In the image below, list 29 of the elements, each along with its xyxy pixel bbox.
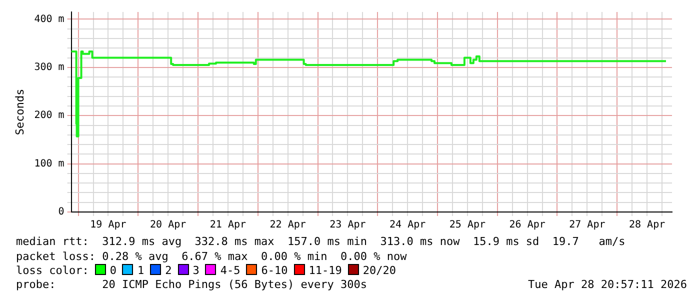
x-tick-label: 20 Apr [150, 220, 186, 231]
y-tick-label: 0 [58, 206, 64, 218]
text: probe: 20 ICMP Echo Pings (56 Bytes) every 300s [16, 278, 367, 291]
text: 2 [165, 264, 172, 277]
text: 1 [137, 264, 144, 277]
x-tick-label: 19 Apr [90, 220, 126, 231]
x-tick-label: 21 Apr [210, 220, 246, 231]
x-tick-label: 27 Apr [569, 220, 606, 231]
y-tick-label: 300 m [34, 62, 64, 74]
text: 0 [110, 264, 116, 277]
y-tick-label: 200 m [34, 110, 64, 122]
text: 20/20 [362, 264, 396, 277]
y-axis-title: Seconds [13, 88, 26, 136]
text: median rtt: 312.9 ms avg 332.8 ms max 157.0 ms min 313.0 ms now 15.9 ms sd 19.7 am/s [16, 235, 626, 248]
text: 4-5 [220, 264, 240, 277]
x-tick-label: 25 Apr [449, 220, 486, 231]
y-tick-label: 100 m [34, 158, 64, 170]
text: 11-19 [308, 264, 342, 277]
x-tick-label: 24 Apr [390, 220, 426, 231]
x-tick-label: 23 Apr [330, 220, 366, 231]
text: loss color: [16, 264, 89, 277]
text: packet loss: 0.28 % avg 6.67 % max 0.00 % min 0.00 % now [16, 250, 407, 263]
x-tick-label: 28 Apr [628, 220, 666, 231]
text: Tue Apr 28 20:57:11 2026 [528, 278, 687, 291]
text: 6-10 [261, 264, 288, 277]
text: 3 [192, 264, 200, 277]
y-tick-label: 400 m [34, 14, 64, 25]
x-tick-label: 22 Apr [270, 220, 306, 231]
x-tick-label: 26 Apr [509, 220, 546, 231]
